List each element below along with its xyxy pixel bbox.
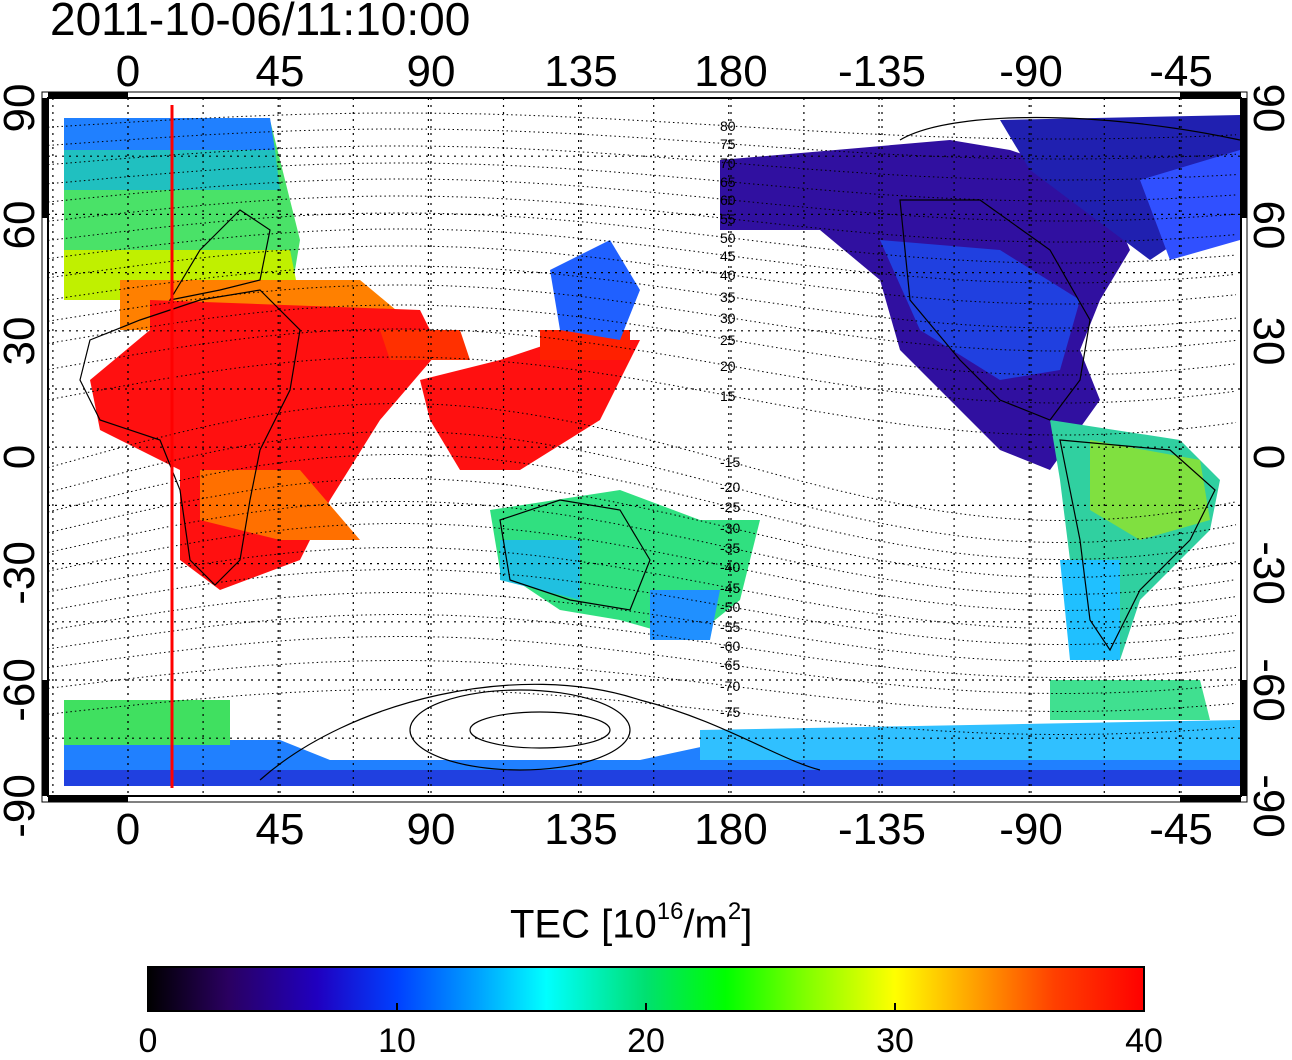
tick-top-label: 0 bbox=[115, 47, 141, 96]
tec-data-layer bbox=[64, 115, 1240, 786]
tick-right-label: -30 bbox=[1244, 541, 1292, 605]
contour-label: 40 bbox=[720, 267, 736, 283]
tick-top-label: 45 bbox=[255, 47, 305, 96]
magnetic-latitude-contours bbox=[47, 112, 1237, 735]
tick-left-label: -90 bbox=[0, 774, 44, 838]
contour-label: -40 bbox=[720, 559, 740, 575]
cb-tick-label: 0 bbox=[138, 1022, 158, 1060]
tick-top-label: -135 bbox=[837, 47, 927, 96]
contour-label: -30 bbox=[720, 520, 740, 536]
contour-label: 80 bbox=[720, 118, 736, 134]
tick-right-label: 0 bbox=[1244, 444, 1292, 470]
contour-label: 65 bbox=[720, 174, 736, 190]
contour-label: -55 bbox=[720, 619, 740, 635]
map-outer-frame bbox=[41, 91, 1248, 803]
contour-label: 75 bbox=[720, 136, 736, 152]
tick-bottom-label: 180 bbox=[694, 805, 768, 854]
tick-bottom-label: 0 bbox=[115, 805, 141, 854]
contour-label: -25 bbox=[720, 499, 740, 515]
tick-left-label: 60 bbox=[0, 200, 44, 250]
contour-label: 15 bbox=[720, 388, 736, 404]
contour-label: 20 bbox=[720, 358, 736, 374]
tick-left-label: 90 bbox=[0, 83, 44, 133]
tick-top-label: -90 bbox=[999, 47, 1063, 96]
contour-label: 30 bbox=[720, 310, 736, 326]
tick-right-label: -60 bbox=[1244, 658, 1292, 722]
contour-label: -75 bbox=[720, 704, 740, 720]
coastlines bbox=[79, 116, 1241, 781]
contour-label: -50 bbox=[720, 599, 740, 615]
contour-label: 60 bbox=[720, 192, 736, 208]
colorbar-tick-marks bbox=[147, 1003, 1145, 1011]
tick-bottom-label: 135 bbox=[544, 805, 618, 854]
tick-bottom-label: 45 bbox=[255, 805, 305, 854]
contour-label: 35 bbox=[720, 289, 736, 305]
contour-label: -60 bbox=[720, 638, 740, 654]
contour-label: 45 bbox=[720, 248, 736, 264]
timestamp-title: 2011-10-06/11:10:00 bbox=[50, 0, 471, 45]
contour-label: -35 bbox=[720, 540, 740, 556]
tick-left-label: -60 bbox=[0, 658, 44, 722]
tick-bottom-label: -45 bbox=[1149, 805, 1213, 854]
cb-tick-label: 40 bbox=[1125, 1022, 1163, 1060]
tick-left-label: 30 bbox=[0, 316, 44, 366]
colorbar-label: TEC [1016/m2] bbox=[510, 898, 753, 947]
contour-label: 55 bbox=[720, 211, 736, 227]
cb-tick-label: 30 bbox=[876, 1022, 914, 1060]
contour-label: -70 bbox=[720, 678, 740, 694]
contour-label: 70 bbox=[720, 155, 736, 171]
tick-left-label: -30 bbox=[0, 541, 44, 605]
tick-right-label: 60 bbox=[1244, 200, 1292, 250]
tick-bottom-label: 90 bbox=[406, 805, 456, 854]
tick-left-label: 0 bbox=[0, 445, 44, 469]
tick-right-label: 30 bbox=[1244, 316, 1292, 366]
contour-label: -15 bbox=[720, 454, 740, 470]
tick-bottom-label: -90 bbox=[999, 805, 1063, 854]
tick-top-label: 180 bbox=[694, 47, 768, 96]
contour-label: 25 bbox=[720, 332, 736, 348]
tick-top-label: 135 bbox=[544, 47, 618, 96]
tick-top-label: 90 bbox=[406, 47, 456, 96]
contour-label: -20 bbox=[720, 479, 740, 495]
contour-label-group: 80 75 70 65 60 55 50 45 40 35 30 25 20 15 -15 -20 -25 -30… bbox=[720, 118, 740, 720]
map-frame bbox=[47, 97, 1242, 797]
contour-label: 50 bbox=[720, 230, 736, 246]
tick-right-label: 90 bbox=[1244, 83, 1292, 133]
cb-tick-label: 20 bbox=[627, 1022, 665, 1060]
contour-label: -65 bbox=[720, 657, 740, 673]
cb-tick-label: 10 bbox=[378, 1022, 416, 1060]
tick-right-label: -90 bbox=[1244, 774, 1292, 838]
contour-label: -45 bbox=[720, 580, 740, 596]
tick-bottom-label: -135 bbox=[837, 805, 927, 854]
tick-top-label: -45 bbox=[1149, 47, 1213, 96]
